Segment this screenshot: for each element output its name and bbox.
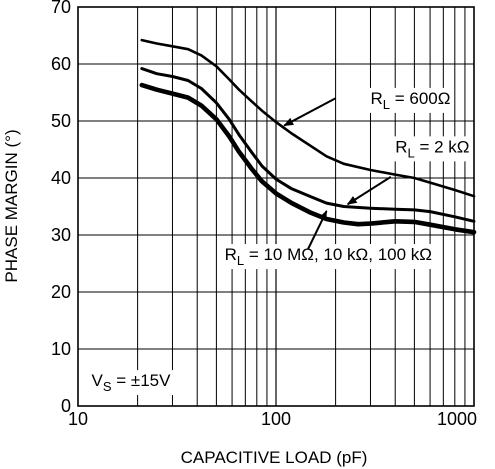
annotation-label: RL = 2 kΩ	[395, 137, 469, 160]
y-tick-label: 70	[51, 0, 71, 17]
annotation-background	[367, 87, 454, 113]
x-tick-label: 100	[261, 409, 291, 429]
y-axis-label: PHASE MARGIN (°)	[2, 129, 21, 282]
series-lines	[139, 38, 477, 235]
annotation-label: RL = 600Ω	[370, 89, 450, 112]
annotation-label: VS = ±15V	[92, 371, 172, 394]
series-line	[140, 67, 476, 223]
x-tick-label: 1000	[437, 409, 477, 429]
annotation-background	[88, 370, 175, 396]
y-tick-label: 50	[51, 111, 71, 131]
annotation-arrow	[283, 97, 337, 127]
series-line	[140, 38, 476, 198]
y-tick-label: 10	[51, 339, 71, 359]
y-tick-label: 0	[61, 396, 71, 416]
annotation-background	[392, 136, 473, 162]
y-tick-label: 40	[51, 168, 71, 188]
y-tick-label: 20	[51, 282, 71, 302]
annotation-background	[221, 244, 436, 270]
x-axis-label: CAPACITIVE LOAD (pF)	[181, 448, 368, 467]
grid	[78, 7, 474, 406]
plot-border	[77, 6, 475, 407]
annotation-label: RL = 10 MΩ, 10 kΩ, 100 kΩ	[225, 245, 432, 268]
plot-frame	[77, 6, 475, 407]
series-line	[139, 82, 477, 235]
y-tick-label: 60	[51, 54, 71, 74]
x-tick-label: 10	[68, 409, 88, 429]
y-tick-label: 30	[51, 225, 71, 245]
annotation-arrow	[346, 176, 392, 206]
annotation-arrow	[307, 210, 328, 250]
annotations: RL = 600Ω RL = 2 kΩ RL = 10 MΩ, 10 kΩ, 100…	[88, 87, 473, 396]
